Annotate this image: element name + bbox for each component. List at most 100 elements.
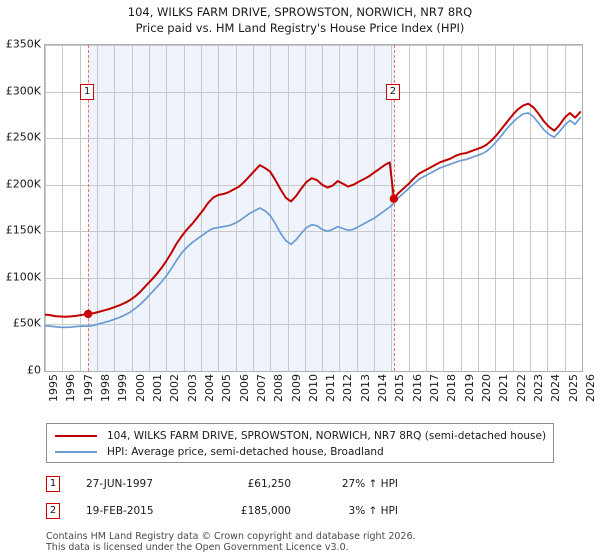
x-axis-tick-label: 2018 <box>445 374 459 402</box>
gridline-horizontal <box>45 92 582 93</box>
x-axis-tick-label: 2008 <box>272 374 286 402</box>
y-axis-ticks: £0 £50K £100K £150K £200K £250K £300K £350K <box>0 39 44 376</box>
x-axis-tick-label: 2020 <box>480 374 494 402</box>
legend-label-price-paid: 104, WILKS FARM DRIVE, SPROWSTON, NORWIC… <box>107 430 547 442</box>
transaction-badge-2: 2 <box>46 503 60 519</box>
x-axis-tick-label: 2002 <box>168 374 182 402</box>
transaction-point-1[interactable] <box>83 309 93 319</box>
x-axis-tick-label: 2005 <box>220 374 234 402</box>
x-axis-tick-label: 2004 <box>202 374 216 402</box>
x-axis-tick-label: 2024 <box>549 374 563 402</box>
gridline-vertical <box>305 45 306 371</box>
gridline-horizontal <box>45 45 582 46</box>
transaction-hpi-delta-2: 3% ↑ HPI <box>348 505 398 517</box>
chart-series-svg <box>45 102 582 329</box>
table-row: 2 19-FEB-2015 £185,000 3% ↑ HPI <box>46 503 466 521</box>
x-axis-tick-label: 2016 <box>410 374 424 402</box>
gridline-vertical <box>426 45 427 371</box>
gridline-vertical <box>547 45 548 371</box>
gridline-vertical <box>461 45 462 371</box>
x-axis-tick-label: 2013 <box>358 374 372 402</box>
legend-label-hpi: HPI: Average price, semi-detached house,… <box>107 446 384 458</box>
y-axis-tick-label: £200K <box>5 177 41 191</box>
gridline-vertical <box>45 45 46 371</box>
x-axis-tick-label: 2009 <box>289 374 303 402</box>
y-axis-tick-label: £0 <box>27 363 41 377</box>
page-title: 104, WILKS FARM DRIVE, SPROWSTON, NORWIC… <box>0 4 600 36</box>
x-axis-tick-label: 2026 <box>584 374 597 402</box>
x-axis-tick-label: 2021 <box>497 374 511 402</box>
legend-swatch-price-paid <box>55 435 97 437</box>
gridline-vertical <box>374 45 375 371</box>
x-axis-tick-label: 2015 <box>393 374 407 402</box>
y-axis-tick-label: £250K <box>5 130 41 144</box>
gridline-vertical <box>166 45 167 371</box>
legend-item-price-paid: 104, WILKS FARM DRIVE, SPROWSTON, NORWIC… <box>47 428 553 444</box>
plot-inner <box>45 45 582 371</box>
gridline-vertical <box>322 45 323 371</box>
gridline-horizontal <box>45 231 582 232</box>
x-axis-tick-label: 2014 <box>376 374 390 402</box>
gridline-horizontal <box>45 185 582 186</box>
gridline-horizontal <box>45 278 582 279</box>
event-marker-line-2 <box>393 45 395 371</box>
gridline-vertical <box>236 45 237 371</box>
event-marker-flag-2[interactable]: 2 <box>385 84 400 100</box>
x-axis-tick-label: 2000 <box>133 374 147 402</box>
gridline-vertical <box>495 45 496 371</box>
x-axis-tick-label: 2001 <box>150 374 164 402</box>
gridline-vertical <box>443 45 444 371</box>
x-axis-tick-label: 2011 <box>324 374 338 402</box>
gridline-vertical <box>339 45 340 371</box>
x-axis-tick-label: 1996 <box>64 374 78 402</box>
chart-legend: 104, WILKS FARM DRIVE, SPROWSTON, NORWIC… <box>46 423 554 463</box>
y-axis-tick-label: £50K <box>12 316 41 330</box>
transaction-price-1: £61,250 <box>247 478 291 490</box>
x-axis-tick-label: 2010 <box>306 374 320 402</box>
event-marker-flag-1[interactable]: 1 <box>80 84 95 100</box>
gridline-vertical <box>409 45 410 371</box>
x-axis-tick-label: 2012 <box>341 374 355 402</box>
transaction-price-2: £185,000 <box>240 505 291 517</box>
table-row: 1 27-JUN-1997 £61,250 27% ↑ HPI <box>46 476 466 494</box>
legend-item-hpi: HPI: Average price, semi-detached house,… <box>47 444 553 460</box>
y-axis-tick-label: £100K <box>5 270 41 284</box>
gridline-vertical <box>270 45 271 371</box>
chart-plot-area <box>44 44 583 372</box>
series-line-price-paid <box>45 102 582 318</box>
gridline-vertical <box>149 45 150 371</box>
gridline-vertical <box>62 45 63 371</box>
legend-swatch-hpi <box>55 451 97 453</box>
gridline-vertical <box>132 45 133 371</box>
gridline-horizontal <box>45 324 582 325</box>
gridline-vertical <box>80 45 81 371</box>
gridline-vertical <box>97 45 98 371</box>
gridline-vertical <box>184 45 185 371</box>
gridline-vertical <box>114 45 115 371</box>
gridline-vertical <box>478 45 479 371</box>
gridline-vertical <box>218 45 219 371</box>
x-axis-tick-label: 1997 <box>81 374 95 402</box>
y-axis-tick-label: £350K <box>5 37 41 51</box>
x-axis-ticks: 1995 1996 1997 1998 1999 2000 2001 2002 2003 2004… <box>44 374 597 420</box>
transaction-point-2[interactable] <box>389 194 399 203</box>
gridline-vertical <box>201 45 202 371</box>
transaction-badge-1: 1 <box>46 476 60 492</box>
x-axis-tick-label: 2017 <box>428 374 442 402</box>
gridline-vertical <box>253 45 254 371</box>
title-line-1: 104, WILKS FARM DRIVE, SPROWSTON, NORWIC… <box>127 5 473 19</box>
x-axis-tick-label: 2006 <box>237 374 251 402</box>
x-axis-tick-label: 2022 <box>514 374 528 402</box>
transaction-hpi-delta-1: 27% ↑ HPI <box>341 478 398 490</box>
gridline-vertical <box>391 45 392 371</box>
event-marker-line-1 <box>88 45 90 371</box>
x-axis-tick-label: 1995 <box>47 374 60 402</box>
gridline-vertical <box>357 45 358 371</box>
x-axis-tick-label: 2025 <box>566 374 580 402</box>
footer-attribution: Contains HM Land Registry data © Crown c… <box>46 531 586 553</box>
gridline-vertical <box>288 45 289 371</box>
transaction-date-1: 27-JUN-1997 <box>86 478 153 490</box>
ownership-period-band <box>88 45 394 371</box>
gridline-vertical <box>565 45 566 371</box>
